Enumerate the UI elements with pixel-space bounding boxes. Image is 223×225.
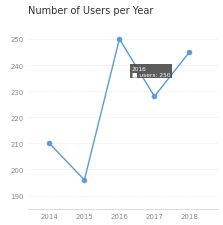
Text: Number of Users per Year: Number of Users per Year [28,6,154,16]
Text: 2016
■ users: 250: 2016 ■ users: 250 [132,66,170,77]
